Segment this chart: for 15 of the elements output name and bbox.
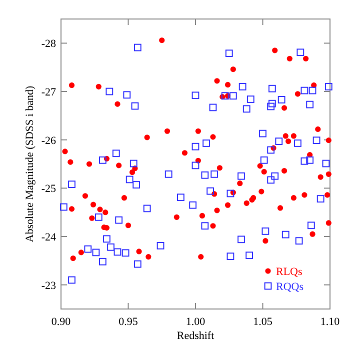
- x-tick-label: 1.10: [320, 316, 340, 328]
- y-axis-title: Absolute Magnitude (SDSS i band): [24, 85, 36, 242]
- x-tick-label: 0.95: [118, 316, 138, 328]
- legend-label: RLQs: [276, 266, 302, 278]
- x-tick-label: 1.05: [253, 316, 273, 328]
- legend-label: RQQs: [276, 281, 304, 293]
- y-tick-label: -23: [41, 280, 56, 292]
- y-tick-label: -24: [41, 232, 56, 244]
- x-tick-label: 0.90: [51, 316, 72, 328]
- y-tick-label: -27: [41, 86, 56, 98]
- y-tick-label: -28: [41, 38, 56, 50]
- y-tick-label: -26: [41, 134, 56, 147]
- y-tick-label: -25: [41, 183, 56, 196]
- x-axis-title: Redshift: [176, 330, 214, 342]
- x-tick-label: 1.00: [186, 316, 206, 328]
